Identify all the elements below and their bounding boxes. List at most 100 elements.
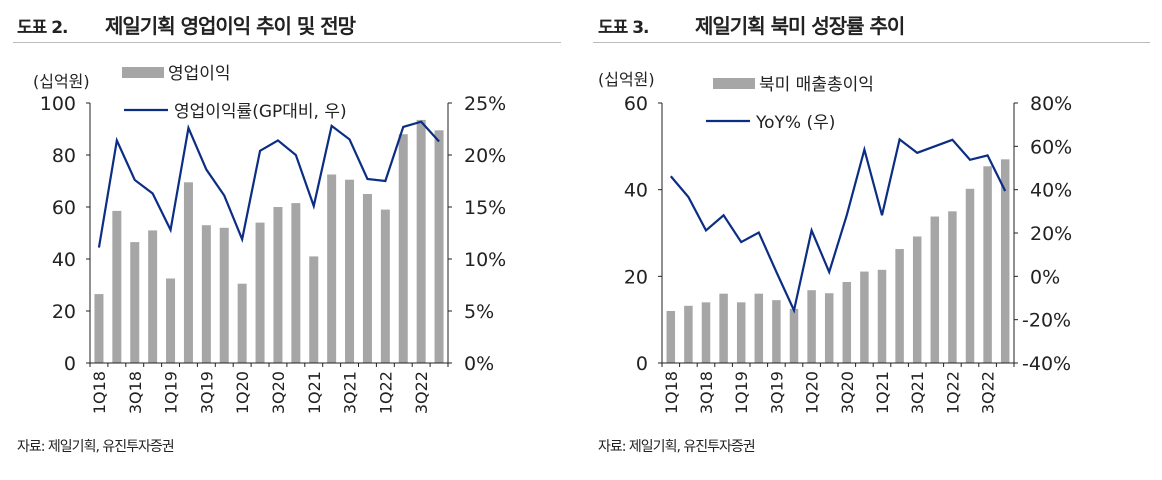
x-tick-label: 3Q19 <box>197 371 216 414</box>
legend-bar-swatch <box>122 67 164 78</box>
left-tick-label: 20 <box>52 301 76 323</box>
bar-4Q21 <box>930 216 940 363</box>
bar-3Q22 <box>983 166 992 363</box>
right-tick-label: 40% <box>1030 180 1072 202</box>
bar-1Q19 <box>736 302 746 363</box>
bar-2Q20 <box>255 222 265 363</box>
line-series-0 <box>97 120 440 248</box>
right-tick-label: 5% <box>464 301 494 323</box>
bar-3Q19 <box>772 300 781 363</box>
left-tick-label: 100 <box>40 93 76 115</box>
right-tick-label: 15% <box>464 197 506 219</box>
line-series-1 <box>669 137 1007 314</box>
x-tick-label: 1Q19 <box>162 371 181 414</box>
source-right: 자료: 제일기획, 유진투자증권 <box>598 439 756 455</box>
bar-3Q19 <box>201 225 211 363</box>
right-tick-label: 0% <box>1030 266 1060 288</box>
bar-4Q21 <box>362 194 372 363</box>
bar-3Q21 <box>912 236 922 363</box>
right-tick-label: 60% <box>1030 136 1072 158</box>
bar-1Q18 <box>666 311 676 363</box>
source-left: 자료: 제일기획, 유진투자증권 <box>17 439 175 455</box>
bar-2Q22 <box>965 188 975 363</box>
bar-1Q21 <box>877 269 887 363</box>
bar-1Q22 <box>380 209 390 363</box>
left-tick-label: 60 <box>624 93 648 115</box>
bar-4Q20 <box>291 203 301 363</box>
legend-bar-label: 영업이익 <box>168 64 231 84</box>
x-tick-label: 3Q18 <box>697 371 716 414</box>
bar-2Q19 <box>754 293 764 363</box>
x-tick-label: 1Q21 <box>305 371 324 414</box>
x-tick-label: 1Q20 <box>803 371 822 414</box>
legend-bar-label: 북미 매출총이익 <box>759 75 874 95</box>
right-tick-label: 0% <box>464 353 494 375</box>
chart-title-left: 제일기획 영업이익 추이 및 전망 <box>105 14 356 38</box>
bar-2Q20 <box>824 293 834 363</box>
figure-number-right: 도표 3. <box>598 18 649 38</box>
bar-1Q18 <box>94 294 104 363</box>
x-tick-label: 1Q22 <box>943 371 962 414</box>
left-tick-label: 20 <box>624 266 648 288</box>
x-tick-label: 3Q21 <box>908 371 927 414</box>
bar-3Q18 <box>130 242 140 363</box>
x-tick-label: 1Q21 <box>873 371 892 414</box>
bar-4Q18 <box>719 293 728 363</box>
unit-label-left: (십억원) <box>33 72 90 91</box>
bar-1Q22 <box>948 211 957 363</box>
bar-3Q18 <box>701 302 711 363</box>
right-tick-label: 10% <box>464 249 506 271</box>
header-rule-right <box>593 42 1150 43</box>
right-tick-label: 20% <box>464 145 506 167</box>
x-tick-label: 1Q18 <box>662 371 681 414</box>
x-tick-label: 3Q21 <box>341 371 360 414</box>
bar-4Q19 <box>789 308 799 363</box>
x-tick-label: 1Q18 <box>90 371 109 414</box>
bar-3Q20 <box>842 281 852 363</box>
bar-1Q19 <box>166 278 176 363</box>
bar-4Q20 <box>860 271 869 363</box>
bar-3Q20 <box>273 207 283 363</box>
x-tick-label: 1Q19 <box>732 371 751 414</box>
right-tick-label: 25% <box>464 93 506 115</box>
right-tick-label: -40% <box>1022 353 1071 375</box>
bar-2Q21 <box>327 174 337 363</box>
right-tick-label: -20% <box>1022 310 1071 332</box>
bar-4Q22 <box>434 130 444 363</box>
x-tick-label: 3Q20 <box>269 371 288 414</box>
bar-3Q21 <box>345 179 355 363</box>
left-tick-label: 60 <box>52 197 76 219</box>
bar-1Q20 <box>237 283 247 363</box>
bar-4Q19 <box>219 227 229 363</box>
left-tick-label: 0 <box>64 353 76 375</box>
bar-2Q21 <box>895 249 904 363</box>
chart-title-right: 제일기획 북미 성장률 추이 <box>695 14 905 38</box>
bar-4Q18 <box>148 230 158 363</box>
x-tick-label: 3Q20 <box>838 371 857 414</box>
x-tick-label: 1Q20 <box>233 371 252 414</box>
left-tick-label: 80 <box>52 145 76 167</box>
legend-bar-swatch <box>713 78 755 89</box>
bar-3Q22 <box>416 119 426 364</box>
left-tick-label: 0 <box>636 353 648 375</box>
bar-2Q19 <box>183 182 193 363</box>
unit-label-right: (십억원) <box>598 70 655 89</box>
x-tick-label: 3Q19 <box>767 371 786 414</box>
left-tick-label: 40 <box>52 249 76 271</box>
x-tick-label: 1Q22 <box>376 371 395 414</box>
legend-line-label: YoY% (우) <box>755 113 835 133</box>
bar-2Q18 <box>112 210 122 363</box>
bar-1Q21 <box>309 256 319 363</box>
right-tick-label: 20% <box>1030 223 1072 245</box>
x-tick-label: 3Q22 <box>979 371 998 414</box>
x-tick-label: 3Q22 <box>412 371 431 414</box>
bar-2Q18 <box>684 305 693 363</box>
left-tick-label: 40 <box>624 180 648 202</box>
legend-line-label: 영업이익률(GP대비, 우) <box>174 102 347 122</box>
right-tick-label: 80% <box>1030 93 1072 115</box>
bar-1Q20 <box>807 290 816 363</box>
bar-4Q22 <box>1000 159 1010 363</box>
figure-number-left: 도표 2. <box>17 18 68 38</box>
header-rule-left <box>13 42 561 43</box>
